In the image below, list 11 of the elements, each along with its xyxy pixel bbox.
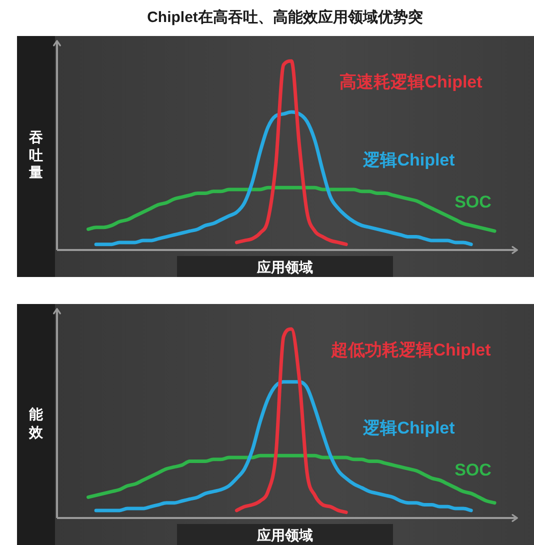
text: 逻辑Chiplet <box>363 418 455 438</box>
y-axis-title: 吞吐量 <box>29 129 43 182</box>
text: 逻辑Chiplet <box>363 150 455 170</box>
series-label: 超低功耗逻辑Chiplet <box>331 340 491 360</box>
chart-title: Chiplet在高吞吐、高能效应用领域优势突 <box>147 9 423 26</box>
series-label: SOC <box>454 192 492 212</box>
y-axis-title: 能效 <box>29 406 43 441</box>
series-label: SOC <box>454 460 492 480</box>
x-axis-title: 应用领域 <box>257 258 313 274</box>
text: 高速耗逻辑Chiplet <box>340 72 482 92</box>
x-axis-title: 应用领域 <box>257 526 313 542</box>
